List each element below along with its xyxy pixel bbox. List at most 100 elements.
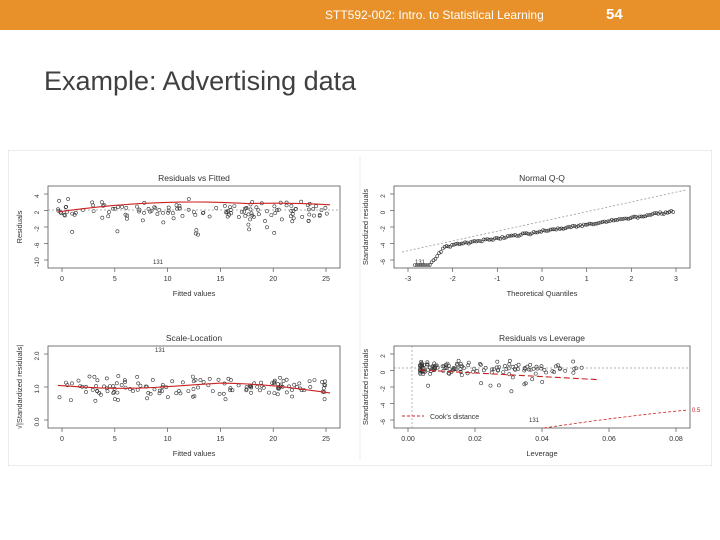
data-point bbox=[442, 245, 447, 249]
data-point bbox=[454, 367, 459, 371]
data-point bbox=[160, 389, 164, 394]
data-point bbox=[284, 200, 289, 205]
data-point bbox=[119, 383, 124, 387]
data-point bbox=[424, 263, 428, 267]
data-point bbox=[611, 218, 616, 223]
data-point bbox=[496, 383, 501, 388]
x-tick-label: 1 bbox=[585, 276, 589, 283]
x-tick-label: 0.00 bbox=[401, 436, 415, 443]
data-point bbox=[196, 385, 200, 390]
data-point bbox=[248, 217, 253, 222]
data-point bbox=[507, 362, 512, 367]
data-point bbox=[501, 370, 506, 375]
data-point bbox=[131, 389, 135, 393]
data-point bbox=[527, 367, 531, 372]
x-tick-label: 20 bbox=[269, 436, 277, 443]
data-point bbox=[604, 220, 609, 224]
data-point bbox=[57, 198, 62, 203]
data-point bbox=[161, 211, 165, 215]
data-point bbox=[504, 367, 509, 371]
data-point bbox=[290, 219, 295, 224]
data-point bbox=[170, 211, 175, 216]
data-point bbox=[112, 207, 117, 211]
data-point bbox=[515, 234, 519, 238]
data-point bbox=[628, 216, 633, 220]
data-point bbox=[269, 213, 274, 218]
data-point bbox=[249, 385, 254, 390]
data-point bbox=[416, 263, 421, 267]
data-point bbox=[498, 236, 503, 241]
data-point bbox=[593, 221, 597, 226]
data-point bbox=[535, 366, 540, 371]
x-tick-label: 3 bbox=[674, 276, 678, 283]
data-point bbox=[198, 378, 203, 382]
data-point bbox=[175, 207, 179, 211]
y-axis-label: Standardized residuals bbox=[361, 189, 370, 266]
data-point bbox=[517, 233, 521, 238]
data-point bbox=[452, 242, 456, 247]
data-point bbox=[516, 362, 521, 367]
smooth-line bbox=[419, 369, 598, 381]
x-tick-label: 25 bbox=[322, 276, 330, 283]
data-point bbox=[539, 364, 544, 369]
panel-4: Residuals vs Leverage Leverage Standardize… bbox=[361, 333, 701, 458]
data-point bbox=[289, 204, 294, 208]
data-point bbox=[522, 368, 527, 373]
data-point bbox=[637, 214, 642, 219]
data-point bbox=[166, 208, 171, 213]
data-point bbox=[264, 209, 269, 214]
data-point bbox=[513, 233, 518, 237]
data-point bbox=[248, 384, 253, 389]
data-point bbox=[307, 379, 312, 384]
data-point bbox=[665, 210, 670, 215]
data-point bbox=[230, 388, 235, 393]
panel-title: Normal Q-Q bbox=[519, 173, 565, 183]
data-point bbox=[507, 358, 512, 363]
panel-2: Normal Q-Q Theoretical Quantiles Standardi… bbox=[361, 173, 691, 298]
data-point bbox=[312, 378, 317, 383]
data-point bbox=[669, 208, 674, 213]
data-point bbox=[293, 207, 298, 211]
data-point bbox=[481, 237, 486, 242]
y-tick-label: 2 bbox=[380, 354, 387, 358]
data-point bbox=[526, 231, 531, 236]
data-point bbox=[272, 231, 277, 235]
data-point bbox=[507, 234, 512, 238]
data-point bbox=[487, 237, 492, 242]
data-point bbox=[246, 212, 251, 217]
data-point bbox=[654, 211, 659, 215]
data-point bbox=[471, 369, 475, 374]
data-point bbox=[596, 221, 601, 225]
data-point bbox=[576, 224, 581, 228]
data-point bbox=[472, 366, 477, 371]
data-point bbox=[420, 362, 425, 366]
x-tick-label: 0 bbox=[60, 436, 64, 443]
data-point bbox=[506, 366, 511, 371]
data-point bbox=[70, 211, 75, 216]
data-point bbox=[632, 214, 636, 219]
data-point bbox=[510, 375, 515, 380]
data-point bbox=[663, 210, 668, 215]
data-point bbox=[224, 210, 229, 215]
data-point bbox=[56, 207, 60, 212]
data-point bbox=[104, 376, 109, 381]
data-point bbox=[418, 371, 423, 376]
data-point bbox=[228, 205, 232, 210]
data-point bbox=[595, 221, 599, 226]
data-point bbox=[100, 215, 105, 220]
data-point bbox=[311, 213, 316, 218]
data-point bbox=[174, 391, 179, 396]
data-point bbox=[509, 233, 514, 238]
data-point bbox=[478, 361, 482, 366]
outlier-label: 131 bbox=[155, 348, 166, 354]
data-point bbox=[207, 376, 212, 381]
data-point bbox=[437, 251, 441, 255]
data-point bbox=[150, 378, 155, 382]
data-point bbox=[671, 210, 675, 214]
y-tick-label: -2 bbox=[380, 386, 387, 392]
data-point bbox=[456, 358, 461, 363]
data-point bbox=[491, 367, 496, 372]
data-point bbox=[321, 386, 326, 391]
data-point bbox=[228, 386, 233, 391]
data-point bbox=[114, 381, 119, 386]
